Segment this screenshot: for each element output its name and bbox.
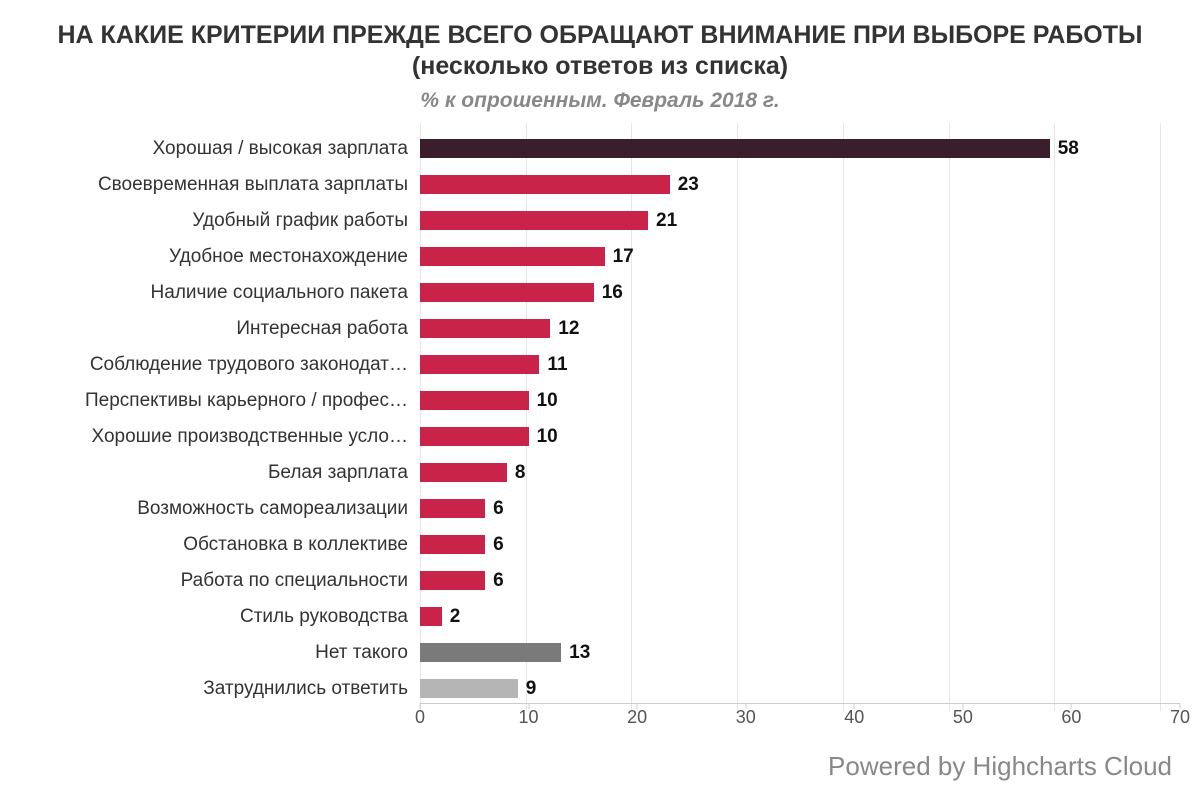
bar — [420, 427, 529, 446]
bar — [420, 463, 507, 482]
category-label: Своевременная выплата зарплаты — [20, 174, 420, 196]
bar — [420, 499, 485, 518]
category-label: Интересная работа — [20, 318, 420, 340]
bar-value: 6 — [493, 534, 504, 556]
bar-row: Наличие социального пакета 16 — [20, 275, 1180, 311]
category-label: Работа по специальности — [20, 570, 420, 592]
bar-cell: 21 — [420, 203, 1180, 239]
bar-row: Удобное местонахождение 17 — [20, 239, 1180, 275]
bar-cell: 17 — [420, 239, 1180, 275]
bar-cell: 8 — [420, 455, 1180, 491]
bar-row: Удобный график работы 21 — [20, 203, 1180, 239]
plot-area: Хорошая / высокая зарплата 58 Своевременна… — [20, 131, 1180, 707]
bar-value: 11 — [547, 354, 567, 376]
bar-row: Работа по специальности 6 — [20, 563, 1180, 599]
bar-value: 16 — [602, 282, 623, 304]
x-tick-label: 20 — [627, 707, 647, 728]
bar — [420, 247, 605, 266]
x-axis: 010203040506070 — [20, 707, 1180, 737]
bar-row: Интересная работа 12 — [20, 311, 1180, 347]
category-label: Удобный график работы — [20, 210, 420, 232]
bar — [420, 571, 485, 590]
bar — [420, 535, 485, 554]
bar — [420, 139, 1050, 158]
bar-row: Нет такого 13 — [20, 635, 1180, 671]
bar-cell: 10 — [420, 383, 1180, 419]
bar-value: 10 — [537, 426, 558, 448]
category-label: Обстановка в коллективе — [20, 534, 420, 556]
bar — [420, 283, 594, 302]
bar-row: Возможность самореализации 6 — [20, 491, 1180, 527]
bar-row: Соблюдение трудового законодат… 11 — [20, 347, 1180, 383]
bar-row: Белая зарплата 8 — [20, 455, 1180, 491]
bar-row: Перспективы карьерного / профес… 10 — [20, 383, 1180, 419]
bar-cell: 6 — [420, 527, 1180, 563]
category-label: Удобное местонахождение — [20, 246, 420, 268]
x-tick-label: 40 — [844, 707, 864, 728]
bar-row: Затруднились ответить 9 — [20, 671, 1180, 707]
bar-row: Хорошие производственные усло… 10 — [20, 419, 1180, 455]
bar — [420, 391, 529, 410]
bar-cell: 11 — [420, 347, 1180, 383]
bar-cell: 16 — [420, 275, 1180, 311]
chart-container: НА КАКИЕ КРИТЕРИИ ПРЕЖДЕ ВСЕГО ОБРАЩАЮТ … — [0, 0, 1200, 800]
bar-value: 9 — [526, 678, 537, 700]
bar-value: 13 — [569, 642, 590, 664]
bar — [420, 355, 539, 374]
bar-row: Хорошая / высокая зарплата 58 — [20, 131, 1180, 167]
category-label: Нет такого — [20, 642, 420, 664]
x-tick-label: 0 — [415, 707, 425, 728]
category-label: Возможность самореализации — [20, 498, 420, 520]
bar-cell: 9 — [420, 671, 1180, 707]
bar — [420, 319, 550, 338]
bar-cell: 58 — [420, 131, 1180, 167]
bar-value: 12 — [558, 318, 579, 340]
x-tick-label: 10 — [519, 707, 539, 728]
chart-credit: Powered by Highcharts Cloud — [828, 751, 1172, 782]
bar-value: 8 — [515, 462, 526, 484]
bar-value: 23 — [678, 174, 699, 196]
bar-row: Стиль руководства 2 — [20, 599, 1180, 635]
bar-cell: 6 — [420, 563, 1180, 599]
category-label: Затруднились ответить — [20, 678, 420, 700]
bar — [420, 679, 518, 698]
bar-value: 6 — [493, 498, 504, 520]
bar-cell: 10 — [420, 419, 1180, 455]
bar-cell: 13 — [420, 635, 1180, 671]
bar-value: 17 — [613, 246, 634, 268]
bar-cell: 23 — [420, 167, 1180, 203]
category-label: Хорошие производственные усло… — [20, 426, 420, 448]
category-label: Хорошая / высокая зарплата — [20, 138, 420, 160]
bar-row: Своевременная выплата зарплаты 23 — [20, 167, 1180, 203]
bar — [420, 175, 670, 194]
category-label: Соблюдение трудового законодат… — [20, 354, 420, 376]
bar-cell: 6 — [420, 491, 1180, 527]
x-tick-label: 30 — [736, 707, 756, 728]
bar-value: 6 — [493, 570, 504, 592]
category-label: Стиль руководства — [20, 606, 420, 628]
chart-subtitle: % к опрошенным. Февраль 2018 г. — [20, 89, 1180, 113]
bar-value: 21 — [656, 210, 677, 232]
bar-value: 58 — [1058, 138, 1079, 160]
bar-cell: 2 — [420, 599, 1180, 635]
bar-value: 10 — [537, 390, 558, 412]
bar-value: 2 — [450, 606, 461, 628]
bar-row: Обстановка в коллективе 6 — [20, 527, 1180, 563]
bar-cell: 12 — [420, 311, 1180, 347]
chart-title: НА КАКИЕ КРИТЕРИИ ПРЕЖДЕ ВСЕГО ОБРАЩАЮТ … — [50, 20, 1150, 83]
bar — [420, 211, 648, 230]
category-label: Белая зарплата — [20, 462, 420, 484]
category-label: Наличие социального пакета — [20, 282, 420, 304]
x-tick-label: 50 — [953, 707, 973, 728]
bar — [420, 643, 561, 662]
x-tick-label: 60 — [1061, 707, 1081, 728]
x-tick-label: 70 — [1170, 707, 1190, 728]
category-label: Перспективы карьерного / профес… — [20, 390, 420, 412]
bar — [420, 607, 442, 626]
